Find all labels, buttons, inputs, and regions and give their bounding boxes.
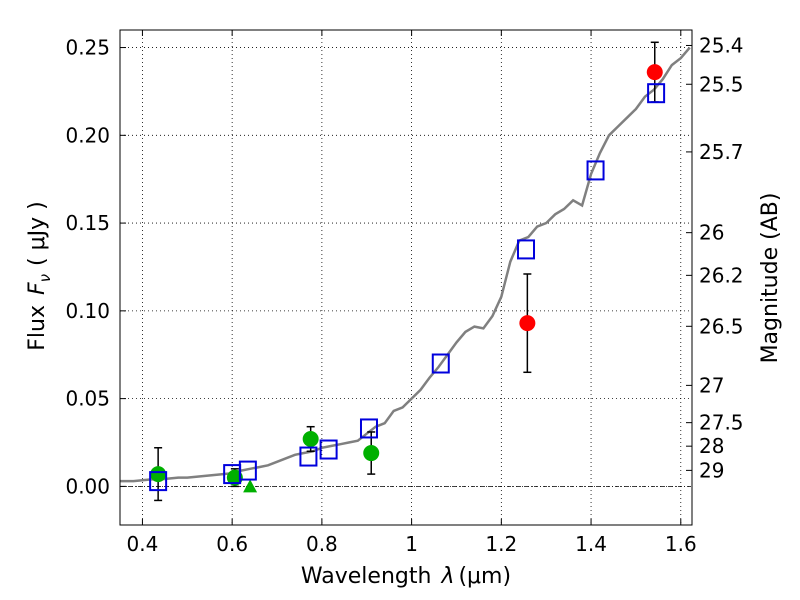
x-tick-label: 0.6: [216, 532, 248, 556]
blue-square-point: [149, 471, 168, 492]
green-circle-point: [363, 445, 380, 462]
blue-square-point: [359, 418, 378, 439]
blue-square-point: [299, 446, 318, 467]
green-circle-point: [226, 469, 243, 486]
green-circle-point: [302, 430, 319, 447]
magnitude-tick-label: 29: [699, 458, 724, 482]
blue-square-point: [238, 460, 257, 481]
y-axis: 0.00 0.05 0.10 0.15 0.20 0.25: [65, 36, 126, 498]
grid: [120, 30, 692, 525]
x-tick-label: 1.6: [665, 532, 697, 556]
x-tick-label: 0.8: [306, 532, 338, 556]
x-tick-label: 1.2: [485, 532, 517, 556]
green-circle-point: [150, 466, 167, 483]
blue-square-point: [517, 239, 536, 260]
blue-square-point: [586, 160, 605, 181]
model-spectrum-line: [120, 46, 691, 483]
magnitude-tick-label: 25.7: [699, 140, 744, 164]
y-tick-label: 0.00: [65, 474, 110, 498]
x-tick-label: 1: [405, 532, 418, 556]
blue-square-point: [647, 83, 666, 104]
magnitude-tick-label: 27: [699, 373, 724, 397]
y-axis-label: FluxFν( μJy ): [25, 201, 54, 350]
magnitude-tick-label: 28: [699, 434, 724, 458]
y-tick-label: 0.05: [65, 387, 110, 411]
x-axis: 0.4 0.6 0.8 1 1.2 1.4 1.6: [127, 30, 697, 556]
magnitude-tick-label: 25.5: [699, 72, 744, 96]
magnitude-tick-label: 26.2: [699, 263, 744, 287]
y-tick-label: 0.20: [65, 123, 110, 147]
y-tick-label: 0.25: [65, 36, 110, 60]
red-circle-point: [646, 64, 663, 81]
x-tick-label: 0.4: [127, 532, 159, 556]
data-points: [149, 41, 666, 502]
green-triangle-point: [243, 479, 258, 493]
magnitude-tick-label: 26: [699, 221, 724, 245]
blue-square-point: [319, 439, 338, 460]
x-axis-label: Wavelength λ (μm): [301, 564, 511, 589]
magnitude-tick-label: 26.5: [699, 314, 744, 338]
y-tick-label: 0.15: [65, 211, 110, 235]
magnitude-axis-label: Magnitude (AB): [758, 193, 783, 364]
x-tick-label: 1.4: [575, 532, 607, 556]
plot-area: [120, 30, 692, 525]
magnitude-tick-label: 25.4: [699, 33, 744, 57]
blue-square-point: [431, 353, 450, 374]
y-tick-label: 0.10: [65, 299, 110, 323]
magnitude-tick-label: 27.5: [699, 411, 744, 435]
red-circle-point: [519, 315, 536, 332]
plot-frame: [119, 29, 693, 526]
